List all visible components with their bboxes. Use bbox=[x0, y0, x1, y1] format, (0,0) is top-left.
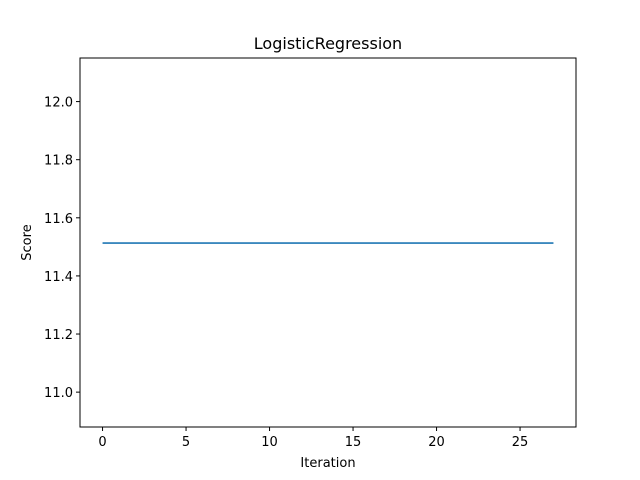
y-tick-label: 11.6 bbox=[44, 212, 73, 227]
y-tick-label: 11.2 bbox=[44, 328, 73, 343]
x-tick-label: 10 bbox=[261, 435, 278, 450]
x-tick-label: 5 bbox=[182, 435, 190, 450]
y-axis-label: Score bbox=[20, 224, 35, 260]
y-tick-label: 11.8 bbox=[44, 154, 73, 169]
y-tick-label: 11.0 bbox=[44, 386, 73, 401]
x-tick-label: 20 bbox=[428, 435, 445, 450]
y-axis-ticks: 11.0 11.2 11.4 11.6 11.8 12.0 bbox=[44, 96, 80, 401]
x-tick-label: 15 bbox=[345, 435, 362, 450]
y-tick-label: 11.4 bbox=[44, 270, 73, 285]
chart-title: LogisticRegression bbox=[254, 34, 402, 53]
axes-frame bbox=[79, 57, 577, 428]
x-axis-ticks: 0 5 10 15 20 25 bbox=[98, 427, 528, 450]
x-axis-label: Iteration bbox=[300, 456, 355, 471]
x-tick-label: 0 bbox=[98, 435, 106, 450]
y-tick-label: 12.0 bbox=[44, 96, 73, 111]
x-tick-label: 25 bbox=[512, 435, 529, 450]
